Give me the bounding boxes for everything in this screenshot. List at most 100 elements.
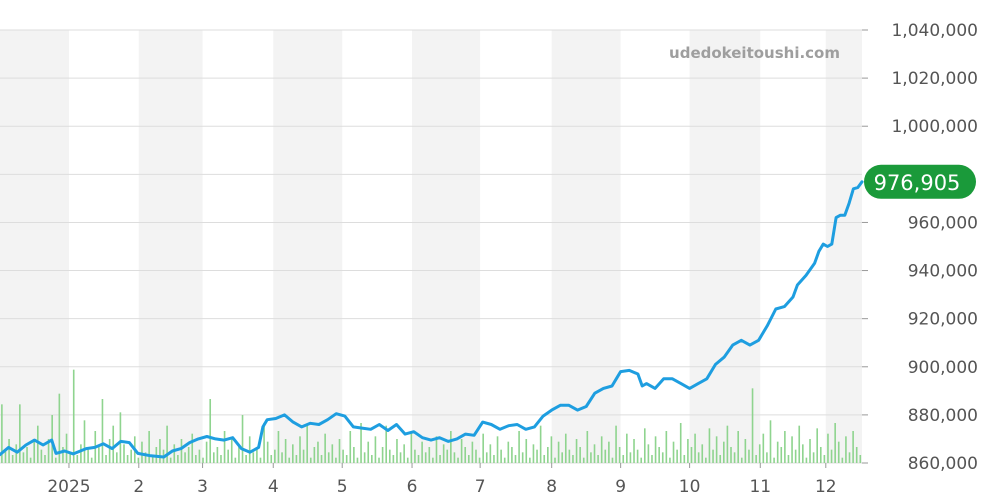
volume-bar	[564, 433, 567, 463]
volume-bar	[514, 455, 517, 463]
volume-bar	[87, 449, 89, 463]
volume-bar	[654, 436, 657, 463]
x-tick-label: 5	[337, 477, 348, 497]
volume-bar	[784, 431, 786, 463]
volume-bar	[640, 457, 643, 463]
volume-bar	[241, 415, 244, 463]
x-tick-label: 10	[679, 477, 701, 497]
x-tick-label: 6	[407, 477, 418, 497]
volume-bar	[859, 455, 862, 463]
volume-bar	[281, 452, 283, 463]
volume-bar	[511, 447, 513, 463]
volume-bar	[252, 452, 255, 463]
volume-bar	[834, 423, 836, 463]
volume-bar	[191, 433, 194, 463]
volume-bar	[780, 447, 783, 463]
volume-bar	[26, 447, 28, 463]
volume-bar	[159, 439, 161, 463]
volume-bar	[586, 431, 589, 463]
volume-bar	[787, 455, 790, 463]
month-band	[412, 30, 481, 463]
volume-bar	[676, 449, 678, 463]
volume-bar	[292, 444, 294, 463]
volume-bar	[274, 449, 276, 463]
volume-bar	[751, 388, 754, 463]
volume-bar	[457, 457, 459, 463]
y-tick-label: 1,000,000	[891, 117, 978, 137]
volume-bar	[202, 457, 204, 463]
volume-bar	[44, 455, 46, 463]
volume-bar	[557, 441, 560, 463]
volume-bar	[730, 447, 732, 463]
volume-bar	[478, 457, 481, 463]
volume-bar	[392, 455, 395, 463]
volume-bar	[119, 412, 122, 463]
volume-bar	[98, 447, 100, 463]
volume-bar	[69, 452, 71, 463]
volume-bar	[288, 457, 291, 463]
volume-bar	[259, 457, 262, 463]
volume-bar	[223, 431, 226, 463]
volume-bar	[112, 425, 115, 463]
month-band	[0, 30, 69, 463]
x-tick-label: 2025	[47, 477, 90, 497]
volume-bar	[396, 439, 398, 463]
volume-bar	[40, 449, 43, 463]
volume-bar	[270, 455, 273, 463]
volume-bar	[450, 431, 452, 463]
price-line-group	[0, 180, 864, 459]
volume-bar	[299, 436, 301, 463]
volume-bar	[794, 449, 797, 463]
volume-bar	[424, 452, 427, 463]
volume-bar	[629, 452, 632, 463]
volume-bar	[47, 439, 50, 463]
volume-bar	[313, 447, 316, 463]
volume-bar	[33, 441, 36, 463]
volume-bar	[575, 439, 578, 463]
volume-bar	[101, 399, 104, 463]
volume-bar	[493, 455, 495, 463]
volume-bar	[661, 452, 664, 463]
volume-bar	[647, 444, 650, 463]
volume-bar	[385, 425, 388, 463]
volume-bar	[245, 455, 247, 463]
volume-bar	[417, 455, 420, 463]
volume-bar	[568, 449, 571, 463]
x-tick-label: 8	[546, 477, 557, 497]
volume-bar	[712, 449, 714, 463]
volume-bar	[708, 428, 711, 463]
volume-bar	[353, 447, 355, 463]
volume-bar	[388, 449, 391, 463]
x-tick-label: 9	[615, 477, 626, 497]
volume-bar	[665, 431, 668, 463]
volume-bar	[435, 436, 438, 463]
y-tick-label: 880,000	[908, 406, 978, 426]
volume-bar	[442, 444, 445, 463]
volume-bar	[715, 436, 718, 463]
volume-bar	[144, 452, 147, 463]
volume-bar	[604, 449, 607, 463]
volume-bar	[410, 433, 413, 463]
volume-bar	[618, 447, 621, 463]
volume-bar	[342, 449, 344, 463]
volume-bar	[184, 452, 186, 463]
volume-bar	[130, 449, 132, 463]
volume-bar	[615, 425, 617, 463]
volume-bar	[29, 457, 32, 463]
volume-bar	[471, 441, 474, 463]
last-value-badge-bg	[864, 164, 976, 199]
volume-bar	[539, 425, 542, 463]
volume-bar	[331, 444, 334, 463]
volume-bar	[798, 425, 801, 463]
volume-bar	[460, 439, 463, 463]
volume-bar	[579, 447, 581, 463]
volume-bar	[769, 420, 772, 463]
volume-bar	[62, 447, 64, 463]
volume-bar	[805, 457, 808, 463]
month-bands	[0, 30, 862, 463]
volume-bar	[306, 425, 308, 463]
y-tick-label: 960,000	[908, 213, 978, 233]
volume-bar	[65, 433, 68, 463]
volume-bar	[690, 447, 693, 463]
